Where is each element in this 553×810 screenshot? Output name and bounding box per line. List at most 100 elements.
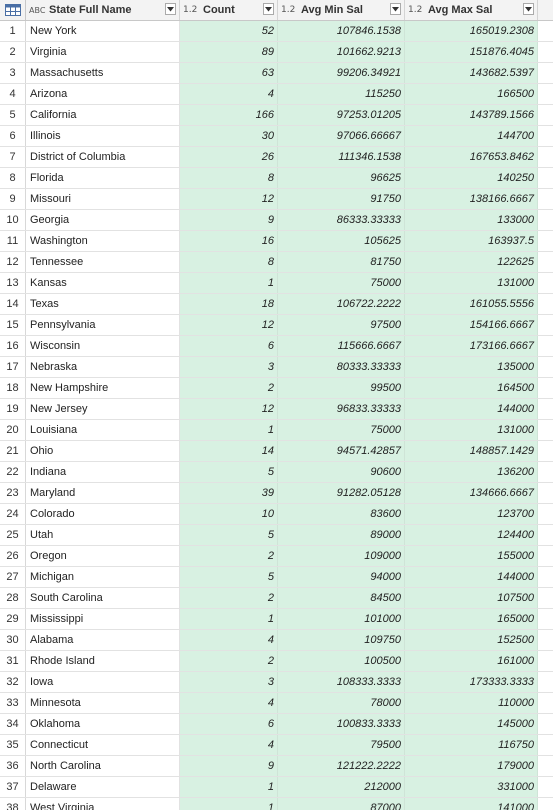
cell-avg-max-sal[interactable]: 107500 [405, 588, 538, 608]
cell-count[interactable]: 3 [180, 672, 278, 692]
cell-state[interactable]: Wisconsin [26, 336, 180, 356]
row-number[interactable]: 12 [0, 252, 26, 272]
cell-state[interactable]: Missouri [26, 189, 180, 209]
cell-state[interactable]: Delaware [26, 777, 180, 797]
cell-count[interactable]: 1 [180, 273, 278, 293]
row-number[interactable]: 31 [0, 651, 26, 671]
table-row[interactable]: 22 Indiana 5 90600 136200 [0, 462, 553, 483]
table-row[interactable]: 30 Alabama 4 109750 152500 [0, 630, 553, 651]
table-row[interactable]: 35 Connecticut 4 79500 116750 [0, 735, 553, 756]
cell-state[interactable]: New Hampshire [26, 378, 180, 398]
cell-avg-min-sal[interactable]: 79500 [278, 735, 405, 755]
table-row[interactable]: 11 Washington 16 105625 163937.5 [0, 231, 553, 252]
table-row[interactable]: 2 Virginia 89 101662.9213 151876.4045 [0, 42, 553, 63]
cell-avg-max-sal[interactable]: 140250 [405, 168, 538, 188]
cell-state[interactable]: Florida [26, 168, 180, 188]
cell-count[interactable]: 9 [180, 756, 278, 776]
cell-count[interactable]: 4 [180, 84, 278, 104]
cell-avg-max-sal[interactable]: 144700 [405, 126, 538, 146]
cell-avg-min-sal[interactable]: 87000 [278, 798, 405, 810]
row-number[interactable]: 8 [0, 168, 26, 188]
row-number[interactable]: 1 [0, 21, 26, 41]
cell-avg-max-sal[interactable]: 124400 [405, 525, 538, 545]
cell-count[interactable]: 1 [180, 777, 278, 797]
cell-avg-min-sal[interactable]: 97253.01205 [278, 105, 405, 125]
row-number[interactable]: 37 [0, 777, 26, 797]
table-row[interactable]: 17 Nebraska 3 80333.33333 135000 [0, 357, 553, 378]
cell-count[interactable]: 63 [180, 63, 278, 83]
row-number[interactable]: 24 [0, 504, 26, 524]
row-number[interactable]: 22 [0, 462, 26, 482]
cell-state[interactable]: Washington [26, 231, 180, 251]
cell-state[interactable]: Connecticut [26, 735, 180, 755]
cell-avg-min-sal[interactable]: 96833.33333 [278, 399, 405, 419]
cell-avg-max-sal[interactable]: 166500 [405, 84, 538, 104]
row-number[interactable]: 34 [0, 714, 26, 734]
cell-avg-min-sal[interactable]: 212000 [278, 777, 405, 797]
cell-avg-min-sal[interactable]: 109750 [278, 630, 405, 650]
table-row[interactable]: 24 Colorado 10 83600 123700 [0, 504, 553, 525]
row-number[interactable]: 7 [0, 147, 26, 167]
cell-avg-max-sal[interactable]: 145000 [405, 714, 538, 734]
row-number[interactable]: 27 [0, 567, 26, 587]
row-number[interactable]: 30 [0, 630, 26, 650]
cell-count[interactable]: 16 [180, 231, 278, 251]
cell-state[interactable]: Iowa [26, 672, 180, 692]
cell-count[interactable]: 1 [180, 798, 278, 810]
cell-count[interactable]: 39 [180, 483, 278, 503]
cell-avg-min-sal[interactable]: 108333.3333 [278, 672, 405, 692]
table-row[interactable]: 33 Minnesota 4 78000 110000 [0, 693, 553, 714]
cell-avg-min-sal[interactable]: 99206.34921 [278, 63, 405, 83]
cell-avg-min-sal[interactable]: 84500 [278, 588, 405, 608]
cell-state[interactable]: Ohio [26, 441, 180, 461]
column-header-state[interactable]: ABC State Full Name [26, 0, 180, 20]
cell-avg-min-sal[interactable]: 81750 [278, 252, 405, 272]
cell-avg-max-sal[interactable]: 134666.6667 [405, 483, 538, 503]
cell-count[interactable]: 52 [180, 21, 278, 41]
cell-state[interactable]: Rhode Island [26, 651, 180, 671]
table-row[interactable]: 4 Arizona 4 115250 166500 [0, 84, 553, 105]
table-row[interactable]: 26 Oregon 2 109000 155000 [0, 546, 553, 567]
cell-count[interactable]: 10 [180, 504, 278, 524]
table-row[interactable]: 25 Utah 5 89000 124400 [0, 525, 553, 546]
table-row[interactable]: 27 Michigan 5 94000 144000 [0, 567, 553, 588]
cell-count[interactable]: 8 [180, 252, 278, 272]
row-number[interactable]: 33 [0, 693, 26, 713]
row-number[interactable]: 11 [0, 231, 26, 251]
cell-avg-max-sal[interactable]: 179000 [405, 756, 538, 776]
cell-avg-max-sal[interactable]: 138166.6667 [405, 189, 538, 209]
cell-avg-max-sal[interactable]: 161055.5556 [405, 294, 538, 314]
row-number[interactable]: 3 [0, 63, 26, 83]
cell-avg-min-sal[interactable]: 78000 [278, 693, 405, 713]
cell-avg-max-sal[interactable]: 152500 [405, 630, 538, 650]
cell-avg-max-sal[interactable]: 155000 [405, 546, 538, 566]
cell-avg-min-sal[interactable]: 109000 [278, 546, 405, 566]
table-row[interactable]: 9 Missouri 12 91750 138166.6667 [0, 189, 553, 210]
row-number[interactable]: 17 [0, 357, 26, 377]
table-row[interactable]: 12 Tennessee 8 81750 122625 [0, 252, 553, 273]
cell-count[interactable]: 5 [180, 525, 278, 545]
table-row[interactable]: 37 Delaware 1 212000 331000 [0, 777, 553, 798]
cell-avg-max-sal[interactable]: 164500 [405, 378, 538, 398]
row-number[interactable]: 13 [0, 273, 26, 293]
cell-count[interactable]: 2 [180, 378, 278, 398]
cell-count[interactable]: 2 [180, 651, 278, 671]
table-menu-icon[interactable] [0, 0, 26, 20]
cell-count[interactable]: 12 [180, 189, 278, 209]
cell-avg-max-sal[interactable]: 110000 [405, 693, 538, 713]
table-row[interactable]: 31 Rhode Island 2 100500 161000 [0, 651, 553, 672]
cell-avg-min-sal[interactable]: 115250 [278, 84, 405, 104]
cell-count[interactable]: 5 [180, 567, 278, 587]
cell-avg-min-sal[interactable]: 105625 [278, 231, 405, 251]
cell-avg-min-sal[interactable]: 106722.2222 [278, 294, 405, 314]
cell-state[interactable]: Maryland [26, 483, 180, 503]
table-row[interactable]: 3 Massachusetts 63 99206.34921 143682.5397 [0, 63, 553, 84]
row-number[interactable]: 15 [0, 315, 26, 335]
cell-state[interactable]: California [26, 105, 180, 125]
cell-avg-min-sal[interactable]: 89000 [278, 525, 405, 545]
row-number[interactable]: 35 [0, 735, 26, 755]
table-row[interactable]: 34 Oklahoma 6 100833.3333 145000 [0, 714, 553, 735]
cell-count[interactable]: 89 [180, 42, 278, 62]
cell-avg-max-sal[interactable]: 154166.6667 [405, 315, 538, 335]
cell-avg-min-sal[interactable]: 100833.3333 [278, 714, 405, 734]
